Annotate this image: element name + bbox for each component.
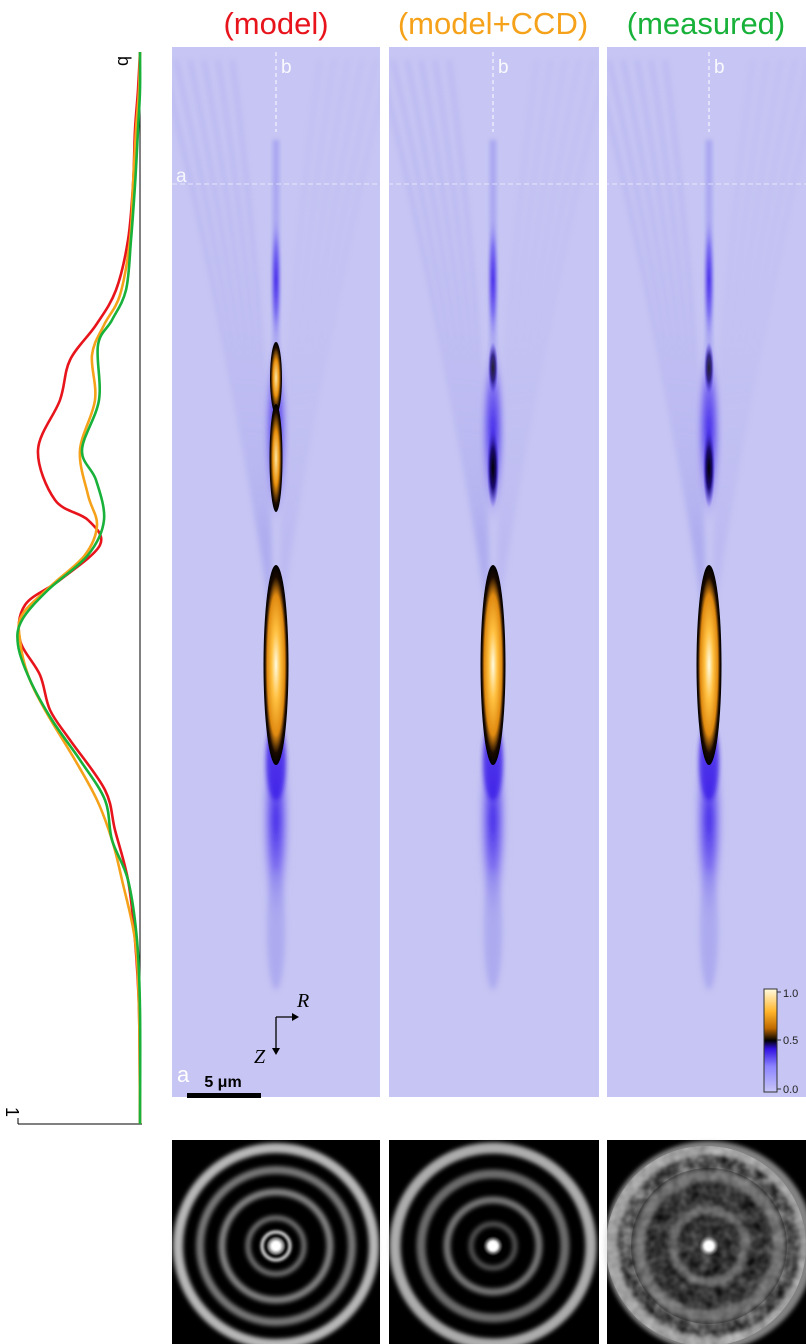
profile-curve-model — [17, 51, 142, 1125]
scale-bar: 5 μm — [187, 1074, 261, 1098]
panel-measured — [607, 47, 806, 1097]
profile-one-label: 1 — [2, 1107, 22, 1117]
inset-model — [172, 1140, 380, 1344]
colorbar-tick-0: 0.0 — [783, 1084, 798, 1096]
profile-b-label: b — [114, 56, 134, 66]
scale-bar-label: 5 μm — [204, 1074, 241, 1091]
profile-curve-measured — [16, 51, 142, 1125]
label-b-measured: b — [714, 57, 725, 78]
axes-glyph: R Z — [254, 990, 309, 1068]
colorbar: 1.0 0.5 0.0 — [763, 988, 798, 1096]
axis-z-label: Z — [254, 1046, 266, 1068]
panel-model-ccd — [389, 47, 599, 1097]
inset-a-label: a — [177, 1062, 190, 1087]
profile-curve-model-ccd — [17, 51, 142, 1125]
label-b-ccd: b — [498, 57, 509, 78]
inset-measured — [604, 1140, 806, 1344]
title-model: (model) — [223, 6, 329, 41]
panel-model — [172, 47, 380, 1097]
colorbar-tick-05: 0.5 — [783, 1035, 798, 1047]
label-a: a — [176, 166, 187, 187]
title-measured: (measured) — [626, 6, 786, 41]
title-model-ccd: (model+CCD) — [397, 6, 589, 41]
inset-model-ccd — [389, 1140, 599, 1344]
profile-plot: b 1 — [2, 51, 142, 1125]
colorbar-tick-1: 1.0 — [783, 988, 798, 1000]
label-b-model: b — [281, 57, 292, 78]
axis-r-label: R — [296, 990, 309, 1012]
